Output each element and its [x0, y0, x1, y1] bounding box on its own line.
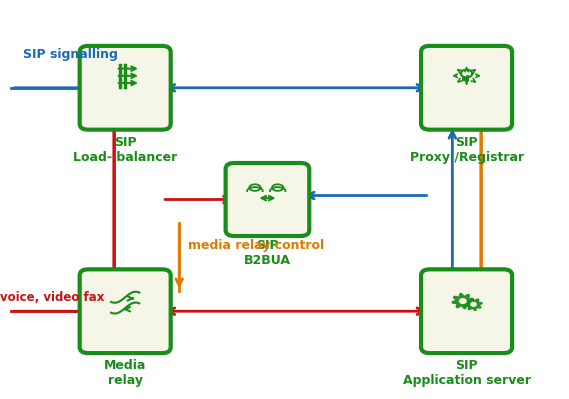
Text: voice, video fax: voice, video fax [0, 291, 104, 304]
FancyBboxPatch shape [80, 46, 171, 130]
Text: SIP
Proxy /Registrar: SIP Proxy /Registrar [410, 136, 523, 164]
FancyBboxPatch shape [421, 46, 512, 130]
Text: SIP
Application server: SIP Application server [403, 359, 530, 387]
Polygon shape [471, 302, 476, 306]
FancyBboxPatch shape [421, 269, 512, 353]
Polygon shape [460, 299, 466, 303]
Text: SIP signalling: SIP signalling [23, 48, 118, 61]
Text: Media
relay: Media relay [104, 359, 146, 387]
FancyBboxPatch shape [80, 269, 171, 353]
Text: SIP
Load- balancer: SIP Load- balancer [73, 136, 178, 164]
FancyBboxPatch shape [225, 163, 309, 236]
Polygon shape [465, 298, 482, 310]
Text: SIP
B2BUA: SIP B2BUA [244, 239, 291, 267]
Text: media relay control: media relay control [188, 239, 324, 253]
Polygon shape [452, 294, 473, 308]
